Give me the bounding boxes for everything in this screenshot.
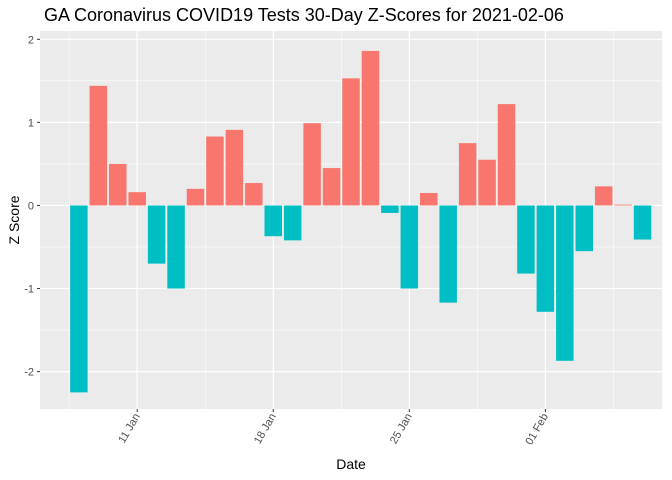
bar [186, 188, 205, 206]
bar [303, 123, 321, 206]
bar [89, 85, 108, 206]
bar [206, 136, 224, 206]
y-axis-title: Z Score [6, 195, 22, 244]
bar [575, 205, 593, 252]
bar [614, 204, 632, 206]
y-tick-label: -1 [24, 284, 34, 296]
bar [633, 205, 652, 240]
chart-title: GA Coronavirus COVID19 Tests 30-Day Z-Sc… [44, 5, 564, 25]
x-tick-label: 25 Jan [388, 412, 415, 447]
x-tick-label: 11 Jan [116, 412, 143, 446]
bar [594, 186, 613, 206]
bar [497, 104, 516, 206]
bar [128, 192, 146, 206]
bar [400, 205, 419, 289]
bar [70, 205, 88, 393]
bar [245, 183, 263, 206]
y-tick-label: 2 [28, 34, 34, 46]
bar [458, 143, 477, 206]
bar [225, 129, 244, 206]
bar [283, 205, 302, 241]
bar [381, 205, 399, 213]
y-tick-label: 1 [28, 117, 34, 129]
y-tick-label: 0 [28, 200, 34, 212]
x-tick-label: 18 Jan [252, 412, 279, 447]
bar [517, 205, 535, 274]
bar [342, 78, 360, 206]
bar [147, 205, 166, 264]
bar [322, 168, 341, 206]
bar [264, 205, 282, 237]
bar [361, 50, 380, 206]
bar [109, 163, 127, 206]
bar [439, 205, 457, 303]
y-tick-label: -2 [24, 367, 34, 379]
x-tick-label: 01 Feb [523, 412, 551, 448]
bar [478, 159, 496, 206]
grid-lines [40, 31, 662, 409]
x-axis-title: Date [336, 456, 366, 472]
bars [70, 50, 652, 393]
bar [556, 205, 574, 361]
bar [420, 193, 438, 206]
bar [536, 205, 555, 312]
bar [167, 205, 185, 289]
